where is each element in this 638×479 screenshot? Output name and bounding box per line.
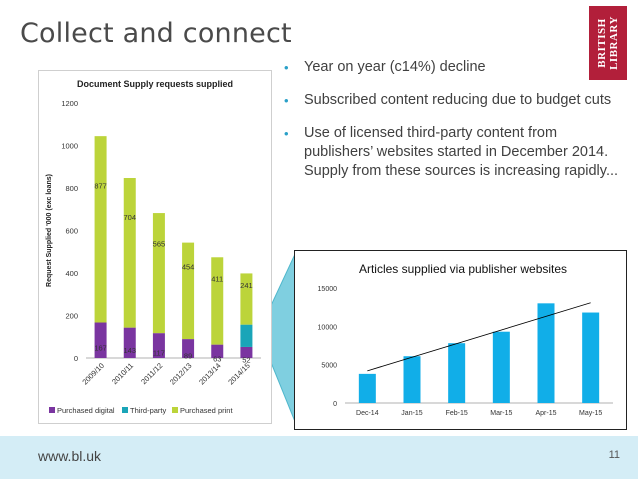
data-label: 877: [94, 181, 107, 190]
bullet-item: • Subscribed content reducing due to budg…: [284, 91, 629, 110]
bar-segment-purchased-print: [152, 213, 165, 334]
data-label: 167: [94, 343, 107, 352]
data-label: 143: [123, 346, 136, 355]
data-label: 454: [182, 263, 195, 272]
bullet-item: • Use of licensed third-party content fro…: [284, 124, 629, 181]
data-label: 704: [123, 213, 136, 222]
x-tick-label: Feb-15: [446, 410, 468, 417]
x-tick-label: 2013/14: [197, 361, 223, 387]
bullet-dot-icon: •: [284, 126, 289, 141]
bar-segment-purchased-digital: [182, 339, 195, 358]
bar-segment-third-party: [240, 324, 253, 347]
bar-segment-purchased-digital: [123, 327, 136, 358]
legend-label: Purchased digital: [57, 406, 115, 415]
footer-bar: www.bl.uk 11: [0, 436, 638, 479]
data-label: 89: [184, 352, 192, 361]
data-label: 63: [213, 354, 221, 363]
bar-segment-purchased-digital: [94, 322, 107, 358]
x-tick-label: Jan-15: [401, 410, 423, 417]
article-bar: [403, 356, 421, 403]
footer-url[interactable]: www.bl.uk: [38, 448, 102, 464]
x-tick-label: Dec-14: [356, 410, 379, 417]
y-axis-label: Request Supplied '000 (exc loans): [46, 174, 53, 287]
data-label: 117: [153, 349, 165, 358]
bullet-dot-icon: •: [284, 93, 289, 108]
bullet-item: • Year on year (c14%) decline: [284, 58, 629, 77]
legend-swatch: [49, 407, 55, 413]
legend-label: Purchased print: [180, 406, 233, 415]
x-tick-label: 2012/13: [168, 361, 194, 387]
x-tick-label: 2009/10: [80, 361, 106, 387]
y-tick-label: 400: [65, 269, 78, 278]
y-tick-label: 10000: [318, 324, 338, 331]
y-tick-label: 800: [65, 184, 78, 193]
document-supply-chart: Document Supply requests supplied Request…: [38, 70, 272, 424]
bullet-text: Subscribed content reducing due to budge…: [304, 92, 612, 108]
bullet-text: Year on year (c14%) decline: [304, 59, 486, 75]
article-bar: [448, 343, 466, 403]
bar-segment-purchased-digital: [240, 346, 253, 358]
data-label: 565: [153, 240, 166, 249]
document-supply-svg: Document Supply requests supplied Request…: [46, 79, 261, 415]
bar-segment-purchased-print: [123, 178, 136, 328]
bullet-text: Use of licensed third-party content from…: [304, 125, 619, 179]
legend-swatch: [172, 407, 178, 413]
x-tick-label: 2011/12: [139, 361, 164, 386]
legend-label: Third-party: [130, 406, 167, 415]
bar-segment-purchased-digital: [211, 344, 224, 358]
bar-segment-purchased-print: [211, 257, 224, 345]
data-label: 241: [240, 281, 253, 290]
article-bar: [537, 303, 555, 403]
slide-title: Collect and connect: [20, 18, 292, 49]
bar-segment-purchased-print: [94, 136, 107, 323]
article-bar: [582, 312, 600, 403]
bullet-list: • Year on year (c14%) decline • Subscribed…: [284, 58, 629, 195]
data-label: 52: [242, 355, 250, 364]
page-number: 11: [608, 449, 620, 461]
y-tick-label: 200: [65, 312, 78, 321]
x-tick-label: Apr-15: [535, 410, 556, 417]
y-tick-label: 0: [74, 354, 78, 363]
data-label: 411: [211, 275, 223, 284]
bar-segment-purchased-digital: [152, 333, 165, 358]
chart-title: Document Supply requests supplied: [77, 79, 233, 89]
chart-title: Articles supplied via publisher websites: [359, 262, 567, 276]
bar-segment-purchased-print: [182, 242, 195, 340]
article-bar: [358, 373, 376, 403]
british-library-logo: BRITISH LIBRARY: [589, 6, 627, 80]
y-tick-label: 0: [333, 401, 337, 408]
y-tick-label: 1200: [61, 99, 78, 108]
x-tick-label: 2014/15: [226, 361, 252, 387]
y-tick-label: 600: [65, 227, 78, 236]
x-tick-label: 2010/11: [110, 361, 135, 386]
y-tick-label: 1000: [61, 142, 78, 151]
bullet-dot-icon: •: [284, 60, 289, 75]
articles-supplied-svg: Articles supplied via publisher websites…: [318, 262, 613, 417]
legend-swatch: [122, 407, 128, 413]
trend-line: [367, 302, 591, 372]
bar-segment-purchased-print: [240, 273, 253, 325]
articles-supplied-chart: Articles supplied via publisher websites…: [294, 250, 627, 430]
x-tick-label: May-15: [579, 410, 602, 417]
y-tick-label: 5000: [321, 363, 337, 370]
x-tick-label: Mar-15: [490, 410, 512, 417]
article-bar: [492, 331, 510, 403]
y-tick-label: 15000: [318, 286, 338, 293]
